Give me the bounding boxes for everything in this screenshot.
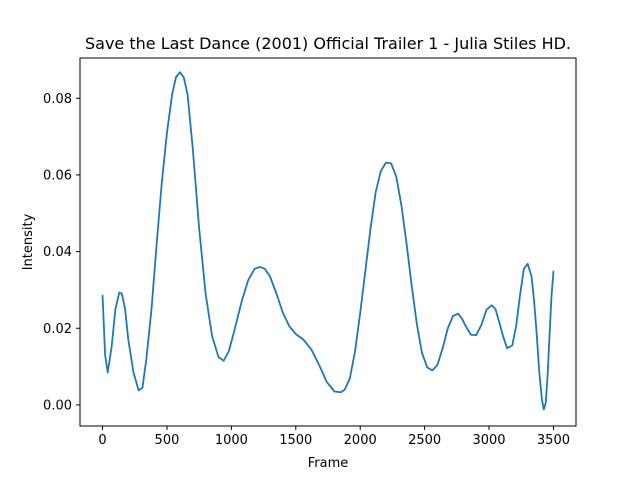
x-tick-label: 3000 bbox=[472, 433, 505, 448]
y-tick-label: 0.04 bbox=[43, 245, 72, 260]
y-tick-label: 0.02 bbox=[43, 322, 72, 337]
x-tick-label: 2000 bbox=[344, 433, 377, 448]
plot-area bbox=[101, 71, 555, 411]
y-tick-label: 0.00 bbox=[43, 398, 72, 413]
x-tick-label: 500 bbox=[155, 433, 180, 448]
x-tick-label: 1500 bbox=[279, 433, 312, 448]
y-tick-label: 0.08 bbox=[43, 92, 72, 107]
plot-frame bbox=[79, 57, 577, 427]
y-axis-label: Intensity bbox=[21, 213, 36, 270]
chart-title: Save the Last Dance (2001) Official Trai… bbox=[85, 34, 571, 53]
y-tick-label: 0.06 bbox=[43, 168, 72, 183]
x-tick-label: 0 bbox=[98, 433, 106, 448]
x-tick-label: 1000 bbox=[215, 433, 248, 448]
series-line-0 bbox=[101, 71, 555, 411]
x-axis-label: Frame bbox=[308, 456, 349, 471]
y-axis-ticks: 0.00 0.02 0.04 0.06 0.08 bbox=[43, 92, 80, 413]
x-tick-label: 3500 bbox=[537, 433, 570, 448]
x-axis-ticks: 0 500 1000 1500 2000 2500 3000 3500 bbox=[98, 426, 570, 448]
x-tick-label: 2500 bbox=[408, 433, 441, 448]
